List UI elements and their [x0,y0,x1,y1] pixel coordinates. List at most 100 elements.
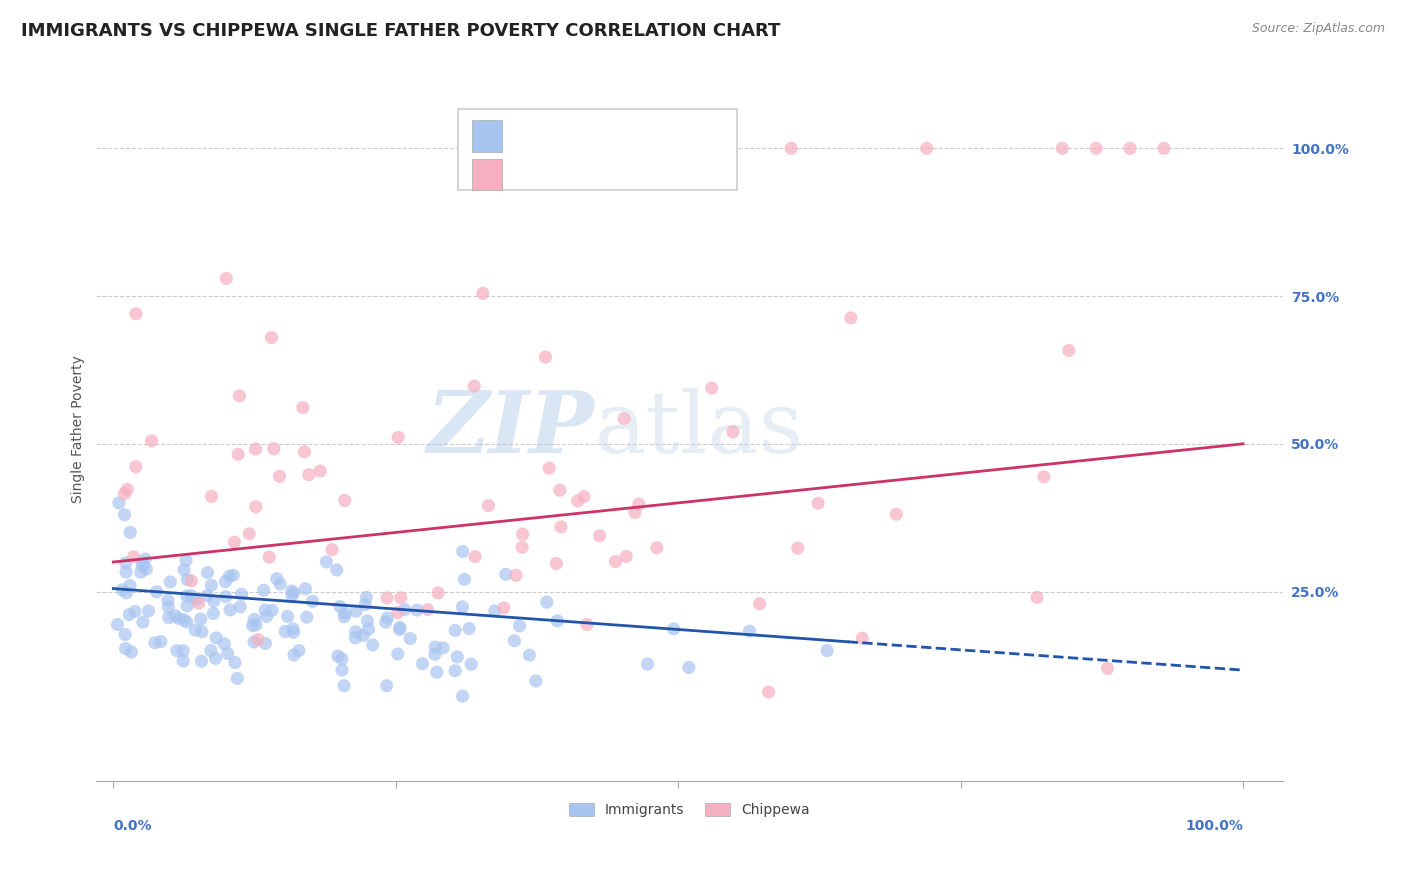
Point [503,633,526,648]
Point [122,549,145,564]
Point [283,586,305,600]
Point [245,442,267,456]
Point [645,541,668,555]
Point [700,381,723,395]
Point [274,624,297,639]
Point [333,609,356,624]
Point [495,567,517,582]
Point [357,622,380,636]
Point [786,541,808,556]
Point [129,565,152,579]
Point [217,647,239,661]
Point [135,562,157,576]
Point [204,651,226,665]
Legend: Immigrants, Chippewa: Immigrants, Chippewa [562,797,817,824]
Point [458,622,481,636]
Point [333,607,356,621]
Point [256,609,278,624]
Text: ZIP: ZIP [426,387,595,471]
Point [446,649,468,664]
Y-axis label: Single Father Poverty: Single Father Poverty [72,355,86,503]
Point [283,648,305,662]
Point [159,574,181,589]
Point [165,608,187,623]
Point [132,558,155,572]
Point [613,411,636,425]
Point [662,622,685,636]
Point [356,591,378,605]
Point [202,607,225,621]
Point [114,508,136,522]
Point [228,389,250,403]
Point [477,499,499,513]
Point [484,604,506,618]
Bar [472,120,502,152]
Point [281,589,304,603]
Text: 100.0%: 100.0% [1185,819,1243,833]
Point [231,587,253,601]
Point [301,594,323,608]
Text: atlas: atlas [595,387,804,471]
Text: 142: 142 [658,128,690,144]
Point [536,595,558,609]
Point [149,634,172,648]
Point [444,624,467,638]
Point [184,592,207,607]
Point [375,679,398,693]
Point [281,622,304,636]
Point [294,582,316,596]
Point [277,609,299,624]
Point [180,589,202,603]
Point [114,556,136,570]
Point [463,379,485,393]
Point [510,540,533,554]
Text: -0.359: -0.359 [554,128,609,144]
Point [120,525,142,540]
Point [492,600,515,615]
Point [200,643,222,657]
Point [1153,141,1175,155]
Point [321,542,343,557]
Point [427,586,450,600]
Point [291,401,314,415]
Point [546,614,568,628]
Point [1026,591,1049,605]
Point [471,286,494,301]
Point [807,496,830,510]
Bar [472,159,502,190]
Point [190,654,212,668]
Point [115,586,138,600]
Point [184,623,207,637]
Point [451,544,474,558]
Point [125,307,148,321]
Point [131,558,153,572]
Point [229,599,252,614]
Point [330,663,353,677]
Point [884,508,907,522]
Point [508,619,530,633]
Point [114,641,136,656]
Text: 0.0%: 0.0% [114,819,152,833]
Point [132,615,155,629]
Text: IMMIGRANTS VS CHIPPEWA SINGLE FATHER POVERTY CORRELATION CHART: IMMIGRANTS VS CHIPPEWA SINGLE FATHER POV… [21,22,780,40]
Text: Source: ZipAtlas.com: Source: ZipAtlas.com [1251,22,1385,36]
Point [432,640,454,655]
Point [548,483,571,498]
Point [219,603,242,617]
Point [1032,470,1054,484]
Point [292,445,315,459]
Text: 64: 64 [658,167,681,182]
Point [253,583,276,598]
Point [226,672,249,686]
Point [107,617,129,632]
Point [172,644,194,658]
Point [298,467,321,482]
Point [394,602,416,616]
Point [190,612,212,626]
Text: N =: N = [620,167,655,182]
Point [748,597,770,611]
Point [377,611,399,625]
Point [315,555,337,569]
Point [180,574,202,588]
Point [108,496,131,510]
